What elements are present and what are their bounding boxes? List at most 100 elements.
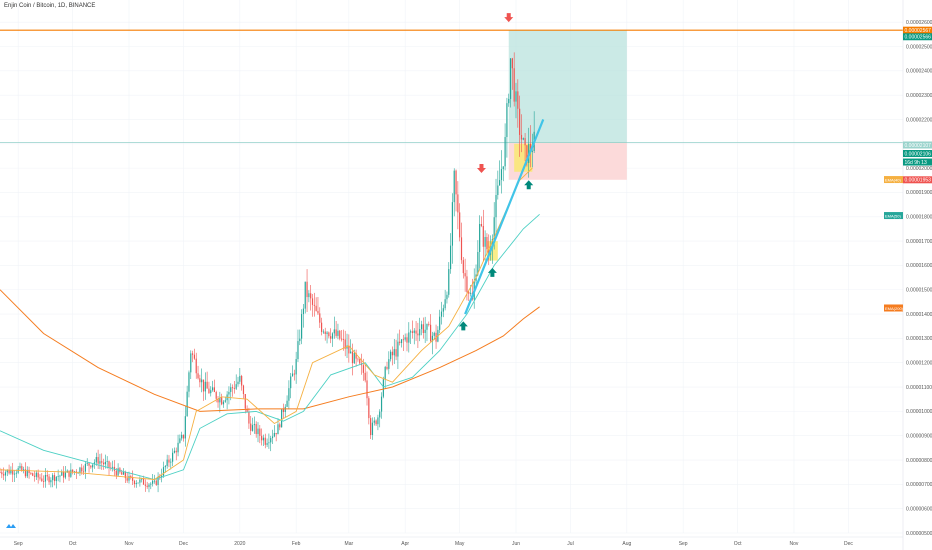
candle-body [86,463,88,465]
candle-body [59,475,61,477]
candle-body [509,58,512,99]
candle-body [469,292,472,294]
candle-body [440,311,443,317]
price-tag-label: 0.00002106 [905,151,932,157]
candle-body [155,480,157,485]
candle-body [328,332,330,337]
candle-body [511,58,513,69]
candle-body [115,470,117,476]
candle-body [148,484,150,487]
candle-body [190,353,192,373]
candle-body [10,470,12,474]
candle-body [52,475,54,481]
candle-body [502,166,504,170]
candle-body [239,375,241,382]
candle-body [371,422,374,436]
candle-body [291,373,294,377]
price-tag-label: 0.00002566 [905,35,932,41]
candle-body [24,469,27,477]
y-tick-label: 0.00001100 [906,385,932,391]
candle-body [266,443,268,445]
candle-body [271,436,274,439]
indicator-tag [884,212,903,220]
candle-body [526,145,528,163]
candle-body [222,401,225,405]
candle-body [250,423,252,431]
candle-body [191,353,194,355]
y-tick-label: 0.00001800 [906,215,932,221]
candle-body [431,335,434,342]
candle-body [37,472,39,478]
candle-body [362,365,364,373]
candle-body [297,341,299,360]
candle-body [388,359,390,369]
x-tick-label: Apr [401,541,409,547]
candle-body [57,476,59,478]
candle-body [82,471,85,473]
candle-body [28,469,30,474]
chart-title: Enjin Coin / Bitcoin, 1D, BINANCE [4,3,96,9]
candle-body [35,472,37,477]
y-tick-label: 0.00001400 [906,312,932,318]
candle-body [210,390,212,394]
candle-body [221,397,223,405]
candle-body [317,310,319,314]
candle-body [330,336,332,339]
y-tick-label: 0.00002400 [906,69,932,75]
candle-body [411,331,414,333]
candle-body [211,387,214,391]
candle-body [93,462,96,465]
candle-body [224,400,226,402]
candle-body [15,472,17,474]
candle-body [397,341,399,357]
candle-body [46,474,48,477]
price-tag [903,141,932,149]
candle-body [479,223,481,252]
candle-body [304,281,306,309]
candle-body [517,91,519,109]
candle-body [351,351,354,364]
candle-body [144,484,146,486]
candle-body [515,91,517,102]
target-zone [508,30,627,143]
price-tag-label: 0.00002107 [905,143,932,149]
candle-body [513,68,515,102]
price-tag [903,158,932,166]
candle-body [179,438,181,443]
candle-body [61,471,63,476]
candle-body [322,331,325,333]
candle-body [390,351,392,360]
candle-body [235,384,237,389]
candle-body [79,467,81,473]
candle-body [152,480,154,484]
candle-body [524,138,526,146]
indicator-tag-label: EMA(50) [885,213,901,218]
candle-body [12,470,14,475]
candle-body [33,475,36,477]
x-tick-label: Nov [790,541,799,547]
candle-body [3,474,5,476]
candle-body [257,428,259,435]
candle-body [313,304,315,306]
candle-body [453,170,455,203]
candle-body [395,349,397,357]
candle-body [290,376,292,389]
candle-body [133,480,136,485]
candle-body [428,323,430,325]
candle-body [41,478,43,482]
ema-40-line [0,167,533,480]
candle-body [508,98,510,104]
candle-body [173,450,176,453]
candle-body [455,170,457,195]
candle-body [301,314,303,339]
candle-body [177,442,179,453]
candle-body [164,466,166,468]
candle-body [295,359,297,375]
candle-body [506,103,508,138]
candle-body [308,293,310,298]
x-tick-label: Sep [679,541,688,547]
candle-body [482,225,484,247]
candle-body [39,477,41,479]
